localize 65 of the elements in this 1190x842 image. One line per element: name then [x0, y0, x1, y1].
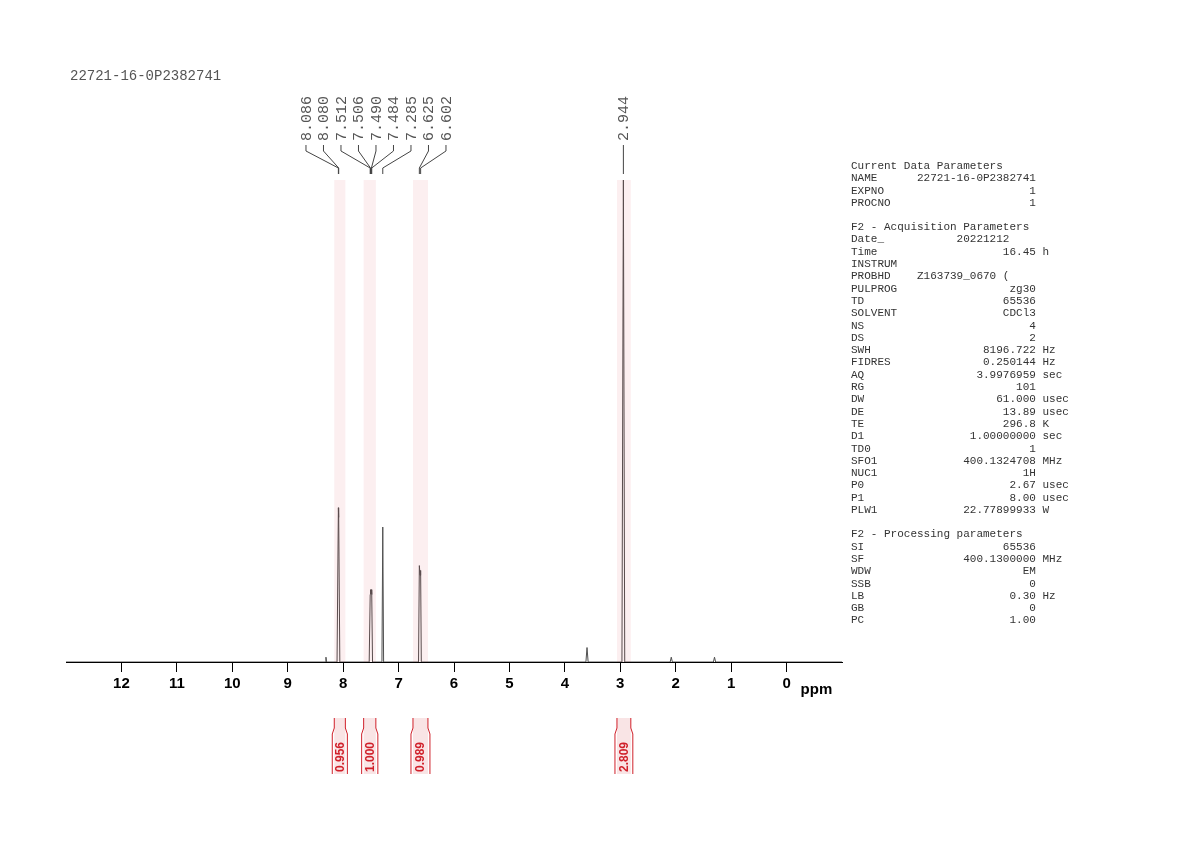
- text: AQ 3.9976959 sec: [851, 368, 1064, 382]
- text: WDW EM: [851, 565, 1037, 578]
- annotation: 2.944: [616, 95, 634, 141]
- x-tick-label: 7: [394, 674, 403, 692]
- text: NS 4: [851, 319, 1037, 332]
- text: PULPROG zg30: [851, 282, 1037, 295]
- text: DS 2: [851, 331, 1037, 345]
- annotation: 6.625: [421, 95, 439, 141]
- text: SI 65536: [851, 540, 1037, 553]
- text: TE 296.8 K: [851, 417, 1051, 431]
- text: D1 1.00000000 sec: [851, 430, 1064, 443]
- band-label: 0.956: [332, 741, 347, 772]
- x-tick-label: 0: [782, 674, 791, 692]
- annotation: 7.512: [333, 95, 351, 141]
- band-label: 1.000: [362, 741, 377, 772]
- chart-title: 22721-16-0P2382741: [70, 68, 222, 84]
- x-tick-label: 1: [726, 674, 736, 692]
- band-label: 2.809: [616, 741, 631, 772]
- x-tick-label: 9: [283, 674, 292, 692]
- text: Time 16.45 h: [851, 245, 1051, 259]
- text: SFO1 400.1324708 MHz: [851, 454, 1064, 468]
- text: SOLVENT CDCl3: [851, 307, 1037, 320]
- x-tick-label: 5: [505, 674, 514, 692]
- text: SF 400.1300000 MHz: [851, 552, 1064, 566]
- text: PLW1 22.77899933 W: [851, 504, 1051, 517]
- text: FIDRES 0.250144 Hz: [851, 356, 1057, 369]
- x-tick-label: 4: [560, 674, 570, 692]
- text: NAME 22721-16-0P2382741: [851, 172, 1037, 185]
- text: DE 13.89 usec: [851, 405, 1069, 418]
- text: TD 65536: [851, 294, 1037, 308]
- annotation: 7.490: [368, 95, 386, 141]
- annotation: 7.506: [351, 95, 369, 141]
- text: SWH 8196.722 Hz: [851, 344, 1057, 357]
- annotation: 8.080: [316, 95, 334, 141]
- text: Current Data Parameters: [851, 160, 1004, 173]
- annotation: 7.484: [386, 95, 404, 141]
- x-tick-label: 12: [113, 674, 130, 692]
- text: RG 101: [851, 381, 1037, 394]
- x-tick-label: 2: [671, 674, 680, 692]
- text: DW 61.000 usec: [851, 393, 1069, 406]
- text: F2 - Processing parameters: [851, 528, 1024, 541]
- text: LB 0.30 Hz: [851, 589, 1057, 603]
- text: NUC1 1H: [851, 467, 1037, 480]
- x-tick-label: 3: [616, 674, 625, 692]
- text: SSB 0: [851, 577, 1037, 590]
- annotation: 7.285: [403, 95, 421, 141]
- x-axis-title: ppm: [800, 680, 833, 698]
- x-tick-label: 6: [449, 674, 459, 692]
- text: P0 2.67 usec: [851, 479, 1069, 492]
- x-tick-label: 8: [338, 674, 348, 692]
- text: PC 1.00: [851, 614, 1037, 627]
- text: INSTRUM: [851, 258, 899, 271]
- x-tick-label: 11: [168, 674, 185, 692]
- text: PROBHD Z163739_0670 (: [851, 270, 1011, 283]
- x-tick-label: 10: [223, 674, 241, 692]
- text: GB 0: [851, 602, 1037, 615]
- text: Date_ 20221212: [851, 233, 1011, 246]
- text: EXPNO 1: [851, 184, 1037, 197]
- text: PROCNO 1: [851, 196, 1037, 210]
- text: P1 8.00 usec: [851, 491, 1069, 505]
- band-label: 0.989: [413, 741, 428, 772]
- text: F2 - Acquisition Parameters: [851, 221, 1031, 234]
- annotation: 6.602: [438, 95, 456, 141]
- annotation: 8.086: [298, 95, 316, 141]
- text: TD0 1: [851, 442, 1037, 455]
